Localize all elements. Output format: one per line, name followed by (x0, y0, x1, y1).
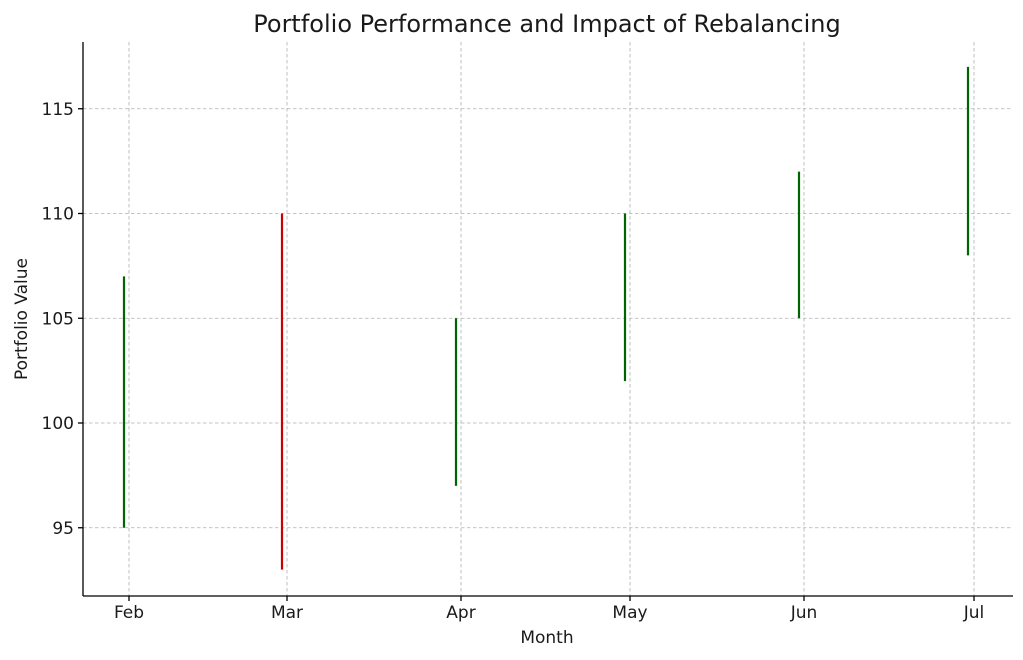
x-tick-label: Apr (446, 603, 475, 623)
chart-title: Portfolio Performance and Impact of Reba… (253, 10, 840, 38)
y-axis-title: Portfolio Value (12, 258, 32, 380)
x-tick-label: May (612, 603, 647, 623)
x-axis-title: Month (520, 628, 573, 648)
x-ticks: Feb Mar Apr May Jun Jul (114, 596, 984, 623)
y-tick-label: 100 (42, 414, 74, 434)
y-tick-label: 105 (42, 309, 74, 329)
x-tick-label: Mar (271, 603, 303, 623)
y-tick-label: 110 (42, 205, 74, 225)
grid (83, 42, 1013, 596)
x-tick-label: Feb (114, 603, 144, 623)
y-tick-label: 95 (52, 519, 74, 539)
y-ticks: 95 100 105 110 115 (42, 100, 83, 539)
range-bars (122, 66, 970, 570)
y-tick-label: 115 (42, 100, 74, 120)
x-tick-label: Jul (963, 603, 985, 623)
x-tick-label: Jun (790, 603, 818, 623)
